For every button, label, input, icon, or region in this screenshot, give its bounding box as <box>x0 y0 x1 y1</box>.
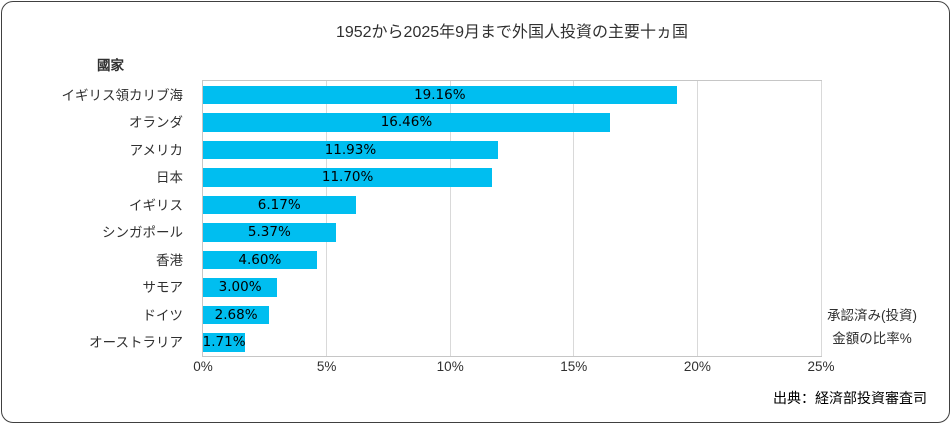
bar: 2.68% <box>203 305 270 324</box>
category-label: シンガポール <box>102 225 183 241</box>
chart-title: 1952から2025年9月まで外国人投資の主要十ヵ国 <box>335 24 689 41</box>
category-label: オランダ <box>129 115 183 131</box>
bar: 16.46% <box>203 113 610 132</box>
category-axis-labels: イギリス領カリブ海オランダアメリカ日本イギリスシンガポール香港サモアドイツオース… <box>2 80 192 357</box>
bar-value-label: 2.68% <box>214 306 258 323</box>
value-axis-labels: 0% 5% 10% 15% 20% 25% <box>193 359 834 377</box>
category-label: オーストラリア <box>89 335 183 351</box>
bar: 19.16% <box>203 85 677 104</box>
x-tick-label: 15% <box>560 359 588 374</box>
bar-value-label: 1.71% <box>202 334 246 351</box>
bar-value-label: 6.17% <box>257 196 301 213</box>
x-tick-label: 25% <box>807 359 835 374</box>
bar: 6.17% <box>203 195 356 214</box>
value-axis-note: 承認済み(投資) 金額の比率% <box>820 304 924 350</box>
bar-value-label: 19.16% <box>414 86 466 103</box>
bar-value-label: 11.93% <box>324 141 377 158</box>
category-label: アメリカ <box>129 142 183 158</box>
gridline <box>820 81 822 356</box>
bar: 5.37% <box>203 223 336 242</box>
x-tick-label: 0% <box>193 359 213 374</box>
gridline <box>449 81 451 356</box>
category-label: 香港 <box>156 252 183 268</box>
bar-value-label: 5.37% <box>247 224 291 241</box>
value-axis-note-line-2: 金額の比率% <box>832 331 912 346</box>
bar: 11.70% <box>203 168 493 187</box>
x-tick-label: 10% <box>436 359 464 374</box>
bar-value-label: 11.70% <box>321 169 374 186</box>
category-label: イギリス <box>129 197 183 213</box>
x-tick-label: 20% <box>683 359 711 374</box>
bar: 11.93% <box>203 140 498 159</box>
category-axis-title: 國家 <box>97 58 124 73</box>
category-label: 日本 <box>156 170 183 186</box>
bar: 4.60% <box>203 250 317 269</box>
gridline <box>696 81 698 356</box>
gridline <box>573 81 575 356</box>
bar-value-label: 3.00% <box>218 279 262 296</box>
gridline <box>326 81 328 356</box>
x-tick-label: 5% <box>316 359 337 374</box>
value-axis-note-line-1: 承認済み(投資) <box>827 308 917 323</box>
plot-area: 19.16% 16.46% 11.93% 11.70% 6.17% 5.37% 4.60% 3… <box>202 80 822 357</box>
category-label: ドイツ <box>142 307 184 323</box>
bar-value-label: 4.60% <box>238 251 282 268</box>
source-note: 出典：経済部投資審査司 <box>773 390 927 406</box>
bar-value-label: 16.46% <box>380 114 433 131</box>
bar: 1.71% <box>202 333 246 352</box>
category-label: イギリス領カリブ海 <box>61 87 184 103</box>
category-label: サモア <box>142 280 184 296</box>
bar: 3.00% <box>203 278 278 297</box>
